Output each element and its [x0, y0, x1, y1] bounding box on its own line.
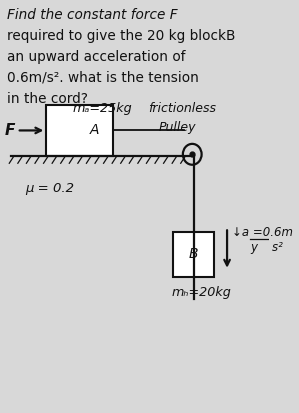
- Text: required to give the 20 kg blockB: required to give the 20 kg blockB: [7, 29, 236, 43]
- Bar: [46, 105, 113, 156]
- Text: mₐ=25kg: mₐ=25kg: [73, 102, 133, 114]
- Text: F: F: [5, 123, 15, 138]
- Text: B: B: [189, 247, 198, 261]
- Text: ↓a =0.6m: ↓a =0.6m: [232, 226, 293, 239]
- Text: in the cord?: in the cord?: [7, 92, 89, 106]
- Bar: [173, 232, 214, 277]
- Text: A: A: [90, 123, 99, 138]
- Text: Pulley: Pulley: [159, 121, 196, 134]
- Text: 0.6m/s². what is the tension: 0.6m/s². what is the tension: [7, 71, 199, 85]
- Text: frictionless: frictionless: [148, 102, 216, 114]
- Text: mₕ=20kg: mₕ=20kg: [172, 287, 231, 299]
- Text: an upward acceleration of: an upward acceleration of: [7, 50, 186, 64]
- Text: μ = 0.2: μ = 0.2: [25, 182, 74, 195]
- Text: y    s²: y s²: [250, 241, 283, 254]
- Text: Find the constant force F: Find the constant force F: [7, 8, 178, 22]
